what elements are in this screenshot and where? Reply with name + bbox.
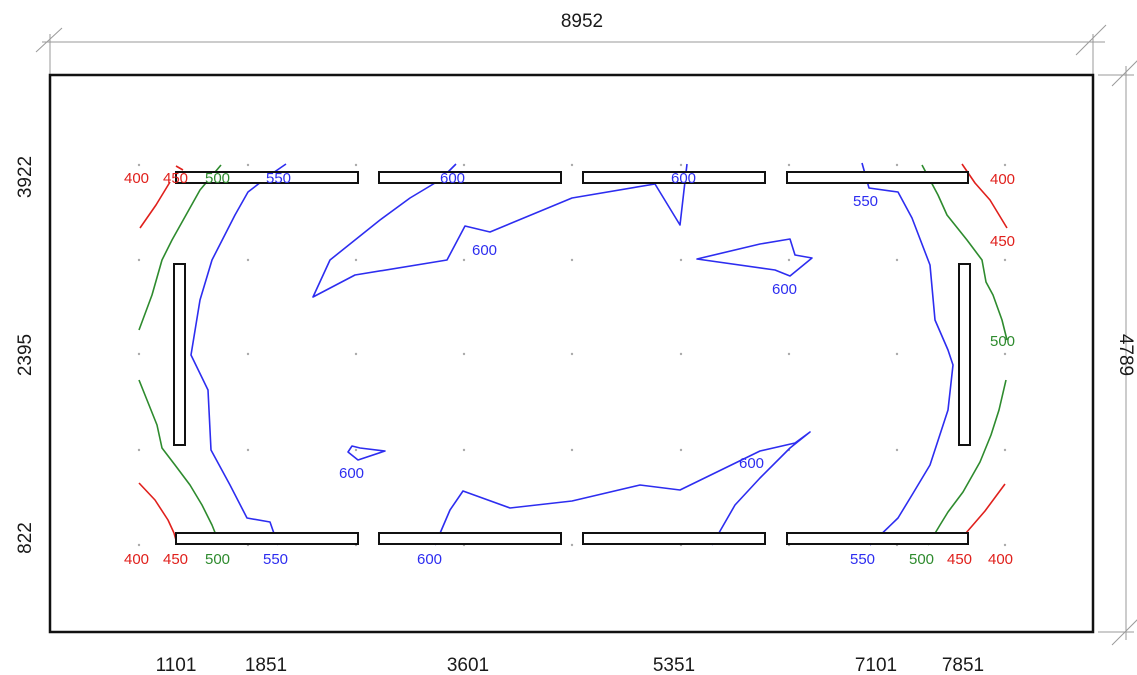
contour-600-upper-left — [312, 163, 688, 298]
contour-label-600: 600 — [772, 281, 797, 298]
contour-label-500: 500 — [205, 551, 230, 568]
contour-label-450: 450 — [163, 170, 188, 187]
width-dimension-tick-right — [1075, 24, 1107, 56]
contour-label-400: 400 — [124, 170, 149, 187]
contour-label-450: 450 — [990, 233, 1015, 250]
contour-label-550: 550 — [853, 193, 878, 210]
contour-600-lower-left — [347, 445, 386, 461]
y-mark-label: 822 — [15, 522, 36, 554]
contour-label-600: 600 — [671, 170, 696, 187]
luminaire-bottom — [786, 532, 969, 545]
contour-550-left — [190, 163, 287, 546]
contour-600-upper-right — [696, 238, 813, 277]
contour-label-500: 500 — [990, 333, 1015, 350]
height-dimension-tick-top — [1111, 60, 1137, 87]
contour-label-600: 600 — [440, 170, 465, 187]
contour-550-right — [861, 162, 954, 546]
contour-400-bottom-right — [965, 483, 1006, 534]
dimension-lines — [35, 24, 1137, 646]
contour-400-bottom-left — [138, 482, 175, 534]
luminaire-bottom — [582, 532, 766, 545]
contour-label-600: 600 — [739, 455, 764, 472]
contour-400-top-left — [139, 181, 171, 229]
contour-label-500: 500 — [909, 551, 934, 568]
luminaire-bottom — [175, 532, 359, 545]
luminaire-bottom — [378, 532, 562, 545]
contour-label-600: 600 — [417, 551, 442, 568]
luminaire-top — [582, 171, 766, 184]
x-mark-label: 1851 — [245, 655, 287, 675]
y-axis-marks: 3922 2395 822 — [15, 156, 36, 554]
x-mark-label: 3601 — [447, 655, 489, 675]
width-dimension-tick-left — [35, 27, 63, 53]
luminaire-left — [173, 263, 186, 446]
contour-500-left-lower — [138, 379, 219, 541]
grid-points — [137, 163, 1007, 547]
contour-500-left — [138, 164, 222, 331]
contour-label-400: 400 — [124, 551, 149, 568]
luminaire-top — [786, 171, 969, 184]
contour-label-400: 400 — [990, 171, 1015, 188]
contour-value-labels: 400 450 500 550 600 600 600 600 550 400 … — [124, 170, 1015, 568]
contour-label-400: 400 — [988, 551, 1013, 568]
contour-500-right-lower — [927, 379, 1007, 546]
width-dimension-label: 8952 — [561, 11, 603, 32]
contour-label-550: 550 — [266, 170, 291, 187]
contour-label-600: 600 — [472, 242, 497, 259]
contour-label-450: 450 — [163, 551, 188, 568]
height-dimension-label: 4789 — [1115, 334, 1136, 376]
x-mark-label: 1101 — [156, 655, 197, 675]
y-mark-label: 2395 — [15, 334, 36, 376]
x-mark-label: 5351 — [653, 655, 695, 675]
contours — [138, 162, 1008, 546]
y-mark-label: 3922 — [15, 156, 36, 198]
luminaire-top — [175, 171, 359, 184]
contour-500-right — [921, 164, 1008, 341]
contour-label-500: 500 — [205, 170, 230, 187]
contour-label-600: 600 — [339, 465, 364, 482]
contour-label-550: 550 — [850, 551, 875, 568]
x-mark-label: 7101 — [855, 655, 897, 675]
luminaire-right — [958, 263, 971, 446]
luminaire-top — [378, 171, 562, 184]
x-axis-marks: 1101 1851 3601 5351 7101 7851 — [156, 655, 985, 675]
contour-label-550: 550 — [263, 551, 288, 568]
contour-450-top-left — [175, 165, 184, 171]
room-outline — [48, 73, 1095, 634]
luminaires — [173, 171, 971, 545]
contour-label-450: 450 — [947, 551, 972, 568]
x-mark-label: 7851 — [942, 655, 984, 675]
contour-600-lower — [434, 431, 811, 546]
